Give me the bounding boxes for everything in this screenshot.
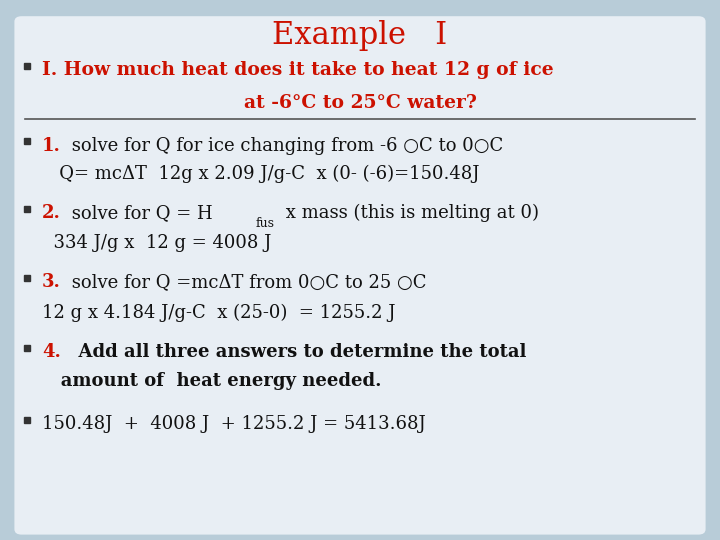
Text: solve for Q =mcΔT from 0○C to 25 ○C: solve for Q =mcΔT from 0○C to 25 ○C [66,273,427,291]
Text: 150.48J  +  4008 J  + 1255.2 J = 5413.68J: 150.48J + 4008 J + 1255.2 J = 5413.68J [42,415,426,433]
Text: 4.: 4. [42,343,60,361]
Text: Q= mcΔT  12g x 2.09 J/g-C  x (0- (-6)=150.48J: Q= mcΔT 12g x 2.09 J/g-C x (0- (-6)=150.… [42,165,480,183]
Text: 1.: 1. [42,137,60,155]
Text: fus: fus [256,217,274,230]
FancyBboxPatch shape [14,16,706,535]
Text: 3.: 3. [42,273,60,291]
Text: I. How much heat does it take to heat 12 g of ice: I. How much heat does it take to heat 12… [42,61,554,79]
Text: Add all three answers to determine the total: Add all three answers to determine the t… [66,343,526,361]
Text: amount of  heat energy needed.: amount of heat energy needed. [42,372,382,390]
Text: x mass (this is melting at 0): x mass (this is melting at 0) [280,204,539,222]
Text: Example   I: Example I [272,19,448,51]
Text: solve for Q = H: solve for Q = H [66,204,212,222]
Text: solve for Q for ice changing from -6 ○C to 0○C: solve for Q for ice changing from -6 ○C … [66,137,503,155]
Text: 2.: 2. [42,204,60,222]
Text: 334 J/g x  12 g = 4008 J: 334 J/g x 12 g = 4008 J [42,234,271,252]
Text: 12 g x 4.184 J/g-C  x (25-0)  = 1255.2 J: 12 g x 4.184 J/g-C x (25-0) = 1255.2 J [42,304,395,322]
Text: at -6°C to 25°C water?: at -6°C to 25°C water? [243,93,477,112]
